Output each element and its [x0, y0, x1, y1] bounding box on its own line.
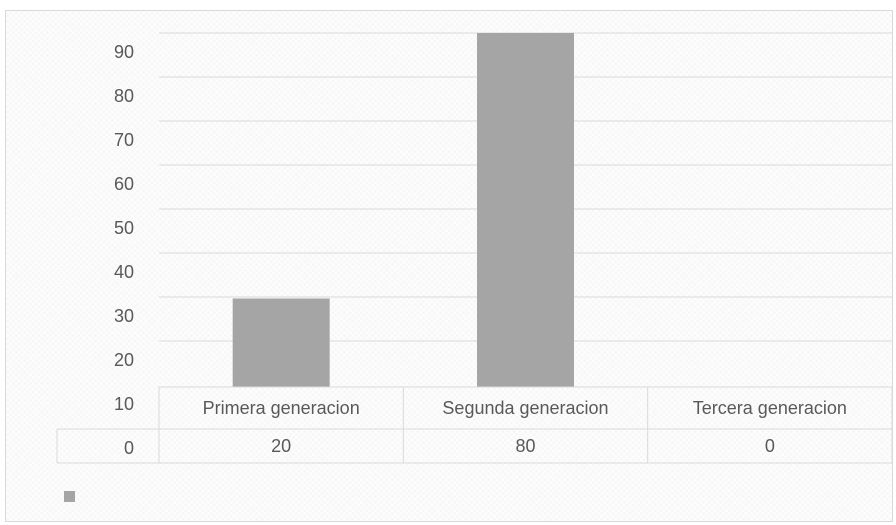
bars — [232, 33, 574, 387]
bar — [232, 298, 330, 387]
y-tick-label: 60 — [114, 174, 134, 194]
data-label: 0 — [765, 436, 775, 456]
bar — [477, 33, 574, 387]
data-label: 80 — [515, 436, 535, 456]
y-tick-label: 70 — [114, 130, 134, 150]
y-tick-label: 90 — [114, 42, 134, 62]
y-tick-label: 0 — [124, 438, 134, 458]
chart-area: 0 10 20 30 40 50 60 70 80 90 Primera generacion Se… — [5, 10, 893, 522]
y-tick-label: 40 — [114, 262, 134, 282]
y-tick-label: 10 — [114, 394, 134, 414]
category-label: Primera generacion — [203, 398, 360, 418]
category-label: Segunda generacion — [442, 398, 608, 418]
data-label: 20 — [271, 436, 291, 456]
data-table: Primera generacion Segunda generacion Terc… — [56, 386, 892, 464]
y-tick-label: 20 — [114, 350, 134, 370]
legend-swatch — [64, 491, 75, 502]
y-tick-label: 80 — [114, 86, 134, 106]
category-label: Tercera generacion — [693, 398, 847, 418]
legend — [64, 491, 75, 502]
y-tick-label: 30 — [114, 306, 134, 326]
y-tick-label: 50 — [114, 218, 134, 238]
bar-chart: 0 10 20 30 40 50 60 70 80 90 Primera generacion Se… — [56, 32, 892, 502]
y-axis-ticks: 0 10 20 30 40 50 60 70 80 90 — [114, 42, 134, 458]
